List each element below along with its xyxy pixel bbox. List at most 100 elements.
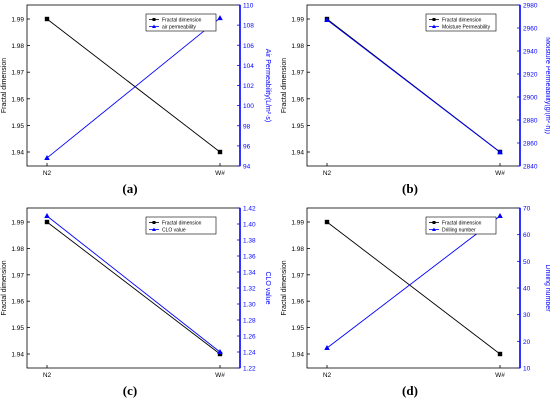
series-line xyxy=(46,17,221,159)
right-tick-label: 50 xyxy=(523,259,531,266)
caption-a: (a) xyxy=(122,181,138,196)
y-axis-label: Fractal dimension xyxy=(281,260,288,315)
left-tick-label: 1.99 xyxy=(291,220,304,227)
legend-label: CLO value xyxy=(162,227,186,233)
right-tick-label: 1.40 xyxy=(243,222,256,229)
chart-c: 1.94 1.95 1.96 1.97 1.98 1.99 1.22 1.24 1.26 1.28… xyxy=(1,206,271,380)
right-tick-label: 1.22 xyxy=(243,366,256,373)
x-tick-label: W# xyxy=(495,170,505,177)
left-tick-label: 1.96 xyxy=(291,299,304,306)
left-tick-label: 1.96 xyxy=(11,299,24,306)
caption-b: (b) xyxy=(402,181,418,196)
series-line xyxy=(326,19,501,153)
legend-label: Fractal dimension xyxy=(442,17,482,23)
left-tick-label: 1.99 xyxy=(11,17,24,24)
right-tick-label: 100 xyxy=(243,103,254,110)
series-line xyxy=(46,215,221,353)
left-tick-label: 1.97 xyxy=(11,272,24,279)
data-point-square xyxy=(44,16,50,22)
left-tick-label: 1.98 xyxy=(291,43,304,50)
legend-marker-triangle xyxy=(152,24,156,28)
y2-axis-label: Moisture Permeability(g/(m²·h)) xyxy=(544,37,550,134)
left-tick-label: 1.97 xyxy=(291,70,304,77)
right-tick-label: 98 xyxy=(243,123,251,130)
legend-marker-square xyxy=(152,18,156,21)
right-tick-label: 40 xyxy=(523,286,531,293)
right-tick-label: 70 xyxy=(523,206,531,213)
legend-label: Moisture Permeability xyxy=(442,24,491,30)
right-tick-label: 1.28 xyxy=(243,318,256,325)
right-tick-label: 1.26 xyxy=(243,334,256,341)
legend-label: Fractal dimension xyxy=(162,17,202,23)
left-tick-label: 1.99 xyxy=(11,220,24,227)
legend-marker-square xyxy=(432,221,436,224)
legend-box xyxy=(145,13,217,32)
right-tick-label: 1.24 xyxy=(243,350,256,357)
right-tick-label: 2980 xyxy=(523,3,538,10)
y2-axis-label: Air Permeability(L/m²·s) xyxy=(264,49,271,123)
data-point-square xyxy=(324,219,330,225)
legend-marker-triangle xyxy=(432,227,436,231)
data-point-triangle xyxy=(44,154,50,160)
left-tick-label: 1.99 xyxy=(291,17,304,24)
right-tick-label: 1.34 xyxy=(243,270,256,277)
series-line xyxy=(46,221,221,355)
x-tick-label: W# xyxy=(215,170,225,177)
legend-box xyxy=(425,216,497,235)
left-tick-label: 1.98 xyxy=(11,43,24,50)
data-point-triangle xyxy=(324,16,330,22)
y2-axis-label: Drilling number xyxy=(544,264,550,312)
data-point-triangle xyxy=(324,345,330,350)
right-tick-label: 106 xyxy=(243,43,254,50)
caption-c: (c) xyxy=(122,383,138,398)
right-tick-label: 102 xyxy=(243,83,254,90)
left-tick-label: 1.95 xyxy=(11,123,24,130)
data-point-triangle xyxy=(497,213,503,218)
legend-label: Fractal dimension xyxy=(442,220,482,226)
data-point-square xyxy=(497,351,503,357)
left-tick-label: 1.98 xyxy=(291,246,304,253)
legend-label: Fractal dimension xyxy=(162,220,202,226)
right-tick-label: 2860 xyxy=(523,141,538,148)
right-tick-label: 2940 xyxy=(523,49,538,56)
right-tick-label: 1.38 xyxy=(243,238,256,245)
left-tick-label: 1.94 xyxy=(11,150,24,157)
right-tick-label: 1.32 xyxy=(243,286,256,293)
legend-marker-square xyxy=(432,18,436,21)
series-line xyxy=(326,221,501,355)
legend-marker-triangle xyxy=(432,24,436,28)
x-tick-label: W# xyxy=(495,372,505,379)
x-tick-label: N2 xyxy=(323,372,332,379)
data-point-square xyxy=(44,219,50,225)
data-point-square xyxy=(217,149,223,155)
left-tick-label: 1.95 xyxy=(11,325,24,332)
right-tick-label: 94 xyxy=(243,164,251,171)
left-tick-label: 1.98 xyxy=(11,246,24,253)
right-tick-label: 2960 xyxy=(523,26,538,33)
y-axis-label: Fractal dimension xyxy=(1,260,8,315)
right-tick-label: 104 xyxy=(243,63,254,70)
left-tick-label: 1.97 xyxy=(291,272,304,279)
x-tick-label: N2 xyxy=(323,170,332,177)
legend-marker-square xyxy=(152,221,156,224)
chart-a: 1.94 1.95 1.96 1.97 1.98 1.99 94 96 98 100 102 104 1… xyxy=(1,3,271,178)
left-tick-label: 1.96 xyxy=(11,96,24,103)
chart-b: 1.94 1.95 1.96 1.97 1.98 1.99 2840 2860 2880 2900… xyxy=(281,3,550,178)
right-tick-label: 1.42 xyxy=(243,206,256,213)
x-tick-label: W# xyxy=(215,372,225,379)
legend-box xyxy=(425,13,497,32)
legend-box xyxy=(145,216,217,235)
left-tick-label: 1.97 xyxy=(11,70,24,77)
right-tick-label: 1.36 xyxy=(243,254,256,261)
data-point-triangle xyxy=(217,349,223,354)
data-point-triangle xyxy=(44,213,50,218)
x-tick-label: N2 xyxy=(43,170,52,177)
y-axis-label: Fractal dimension xyxy=(281,58,288,113)
right-tick-label: 30 xyxy=(523,312,531,319)
right-tick-label: 20 xyxy=(523,339,531,346)
caption-d: (d) xyxy=(402,383,418,398)
right-tick-label: 2920 xyxy=(523,72,538,79)
right-tick-label: 110 xyxy=(243,3,254,10)
left-tick-label: 1.94 xyxy=(291,150,304,157)
